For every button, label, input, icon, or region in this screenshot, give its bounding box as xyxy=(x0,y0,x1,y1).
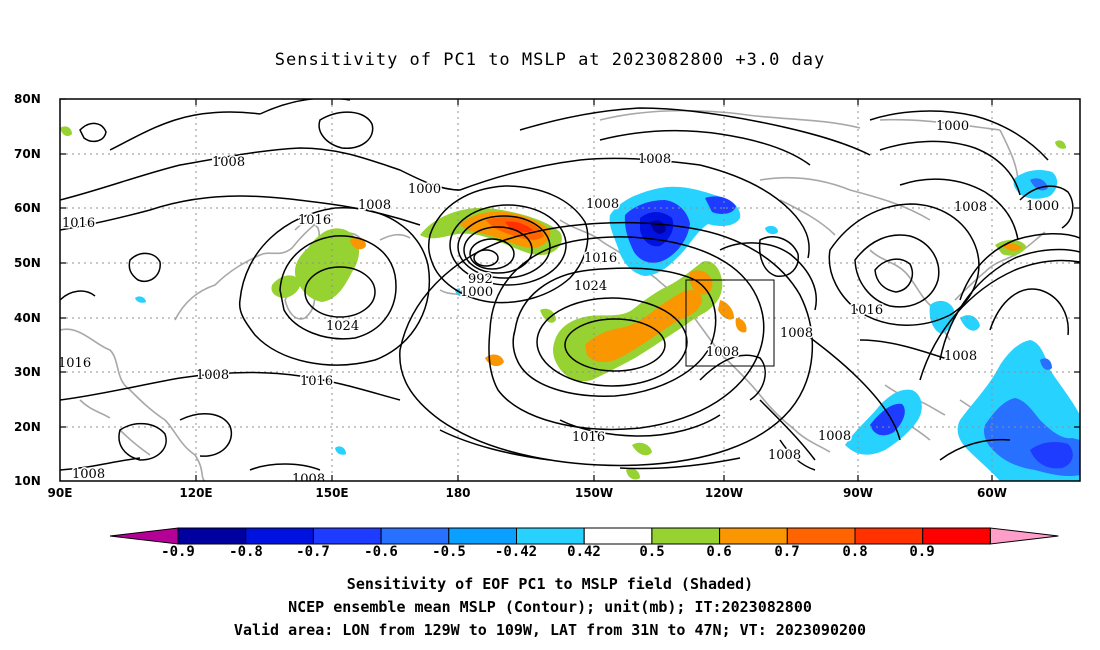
colorbar-label: 0.9 xyxy=(909,544,935,560)
contour-label: 1008 xyxy=(638,152,671,167)
lat-label-40n: 40N xyxy=(14,311,41,325)
contour-label: 1008 xyxy=(292,472,325,487)
contour-label: 1000 xyxy=(1026,199,1059,214)
colorbar-label: -0.42 xyxy=(494,544,538,560)
colorbar-label: -0.5 xyxy=(432,544,466,560)
contour-label: 1016 xyxy=(58,356,91,371)
contour-label: 1024 xyxy=(326,319,359,334)
lat-label-30n: 30N xyxy=(14,365,41,379)
contour-label: 1008 xyxy=(358,198,391,213)
lon-label-180: 180 xyxy=(445,486,471,500)
contour-label: 1008 xyxy=(586,197,619,212)
lon-label-90w: 90W xyxy=(843,486,873,500)
colorbar-segment xyxy=(245,527,314,545)
contour-label: 1016 xyxy=(850,303,883,318)
map-title: Sensitivity of PC1 to MSLP at 2023082800… xyxy=(274,50,826,70)
contour-label: 1016 xyxy=(572,430,605,445)
lat-label-70n: 70N xyxy=(14,147,41,161)
contour-label: 1008 xyxy=(706,345,739,360)
lon-label-90e: 90E xyxy=(47,486,73,500)
colorbar-arrow-left xyxy=(109,527,179,545)
contour-label: 1008 xyxy=(72,467,105,482)
colorbar-label: 0.8 xyxy=(842,544,868,560)
contour-label: 1008 xyxy=(954,200,987,215)
contour-label: 1008 xyxy=(196,368,229,383)
colorbar-segment xyxy=(312,527,382,545)
caption-shaded: Sensitivity of EOF PC1 to MSLP field (Sh… xyxy=(346,575,754,593)
colorbar xyxy=(109,527,1059,545)
contour-label: 1024 xyxy=(574,279,607,294)
colorbar-segment xyxy=(448,527,517,545)
colorbar-label: 0.7 xyxy=(774,544,800,560)
lon-label-120w: 120W xyxy=(704,486,744,500)
colorbar-segment xyxy=(583,527,653,545)
lon-label-60w: 60W xyxy=(977,486,1007,500)
lat-label-60n: 60N xyxy=(14,201,41,215)
colorbar-segment xyxy=(719,527,788,545)
caption-valid-area: Valid area: LON from 129W to 109W, LAT f… xyxy=(233,621,867,639)
contour-label: 1008 xyxy=(944,349,977,364)
contour-label: 1000 xyxy=(460,285,493,300)
lon-label-150e: 150E xyxy=(315,486,349,500)
contour-label: 1016 xyxy=(62,216,95,231)
colorbar-arrow-right xyxy=(989,527,1059,545)
colorbar-segment xyxy=(854,527,924,545)
colorbar-label: -0.8 xyxy=(229,544,263,560)
contour-label: 992 xyxy=(468,272,493,287)
map-frame xyxy=(59,98,1081,482)
caption-contour: NCEP ensemble mean MSLP (Contour); unit(… xyxy=(288,598,812,616)
contour-label: 1016 xyxy=(584,251,617,266)
contour-label: 1016 xyxy=(298,213,331,228)
lon-label-150w: 150W xyxy=(574,486,614,500)
lat-label-10n: 10N xyxy=(14,474,41,488)
colorbar-label: 0.42 xyxy=(567,544,601,560)
colorbar-segment xyxy=(922,527,991,545)
lon-label-120e: 120E xyxy=(179,486,213,500)
contour-label: 1000 xyxy=(936,119,969,134)
contour-label: 1016 xyxy=(300,374,333,389)
lat-label-80n: 80N xyxy=(14,92,41,106)
colorbar-label: -0.9 xyxy=(161,544,195,560)
colorbar-label: 0.6 xyxy=(706,544,732,560)
axis-ticks xyxy=(60,98,1080,481)
contour-label: 1008 xyxy=(780,326,813,341)
contour-label: 1008 xyxy=(212,155,245,170)
lat-label-50n: 50N xyxy=(14,256,41,270)
colorbar-segment xyxy=(786,527,856,545)
colorbar-segment xyxy=(651,527,721,545)
contour-label: 1008 xyxy=(768,448,801,463)
colorbar-segment xyxy=(516,527,585,545)
colorbar-label: -0.7 xyxy=(296,544,330,560)
colorbar-segment xyxy=(380,527,450,545)
valid-area-box xyxy=(685,279,775,367)
contour-label: 1008 xyxy=(818,429,851,444)
colorbar-label: 0.5 xyxy=(639,544,665,560)
colorbar-segment xyxy=(177,527,247,545)
lat-label-20n: 20N xyxy=(14,420,41,434)
contour-labels: 1008 1000 1016 1008 1016 992 1000 1024 1… xyxy=(58,118,1061,487)
contour-label: 1000 xyxy=(408,182,441,197)
colorbar-label: -0.6 xyxy=(364,544,398,560)
